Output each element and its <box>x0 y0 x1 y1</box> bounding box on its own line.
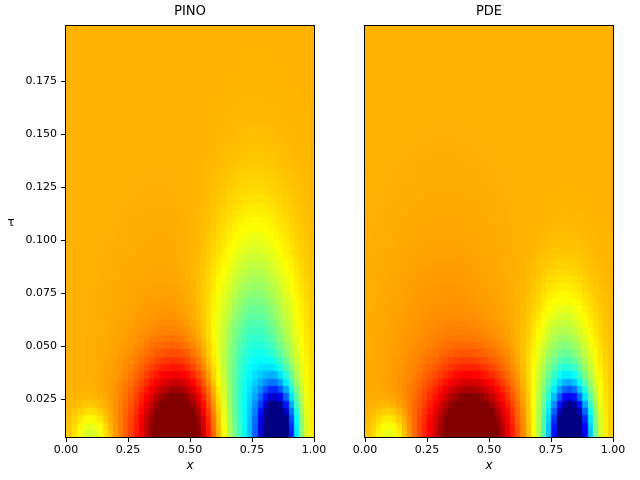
x-tick-label: 0.00 <box>53 443 79 456</box>
x-tick-label: 0.00 <box>352 443 378 456</box>
pino-heatmap <box>66 26 314 437</box>
tick-mark <box>551 438 552 442</box>
tick-mark <box>61 399 65 400</box>
x-tick-label: 0.75 <box>538 443 564 456</box>
x-tick-label: 1.00 <box>600 443 626 456</box>
tick-mark <box>66 438 67 442</box>
tick-mark <box>61 240 65 241</box>
tick-mark <box>61 346 65 347</box>
tick-mark <box>128 438 129 442</box>
pino-title: PINO <box>174 4 206 19</box>
y-tick-label: 0.150 <box>25 127 58 140</box>
tick-mark <box>61 81 65 82</box>
x-tick-label: 0.25 <box>414 443 440 456</box>
tick-mark <box>61 187 65 188</box>
pino-plot-box <box>65 25 315 438</box>
y-tick-label: 0.175 <box>25 74 58 87</box>
y-tick-label: 0.025 <box>25 392 58 405</box>
tick-mark <box>61 293 65 294</box>
pde-title: PDE <box>475 4 503 19</box>
tau-y-axis-label: τ <box>7 215 15 229</box>
tick-mark <box>489 438 490 442</box>
pde-heatmap <box>365 26 613 437</box>
tick-mark <box>252 438 253 442</box>
tick-mark <box>613 438 614 442</box>
x-tick-label: 0.50 <box>177 443 203 456</box>
pde-x-axis-label: x <box>485 458 493 472</box>
pino-x-axis-label: x <box>186 458 194 472</box>
tick-mark <box>61 134 65 135</box>
x-tick-label: 0.50 <box>476 443 502 456</box>
y-tick-label: 0.050 <box>25 339 58 352</box>
x-tick-label: 0.25 <box>115 443 141 456</box>
x-tick-label: 0.75 <box>239 443 265 456</box>
y-tick-label: 0.075 <box>25 286 58 299</box>
y-tick-label: 0.125 <box>25 180 58 193</box>
y-tick-label: 0.100 <box>25 233 58 246</box>
x-tick-label: 1.00 <box>301 443 327 456</box>
tick-mark <box>365 438 366 442</box>
tick-mark <box>190 438 191 442</box>
pde-plot-box <box>364 25 614 438</box>
tick-mark <box>314 438 315 442</box>
tick-mark <box>427 438 428 442</box>
